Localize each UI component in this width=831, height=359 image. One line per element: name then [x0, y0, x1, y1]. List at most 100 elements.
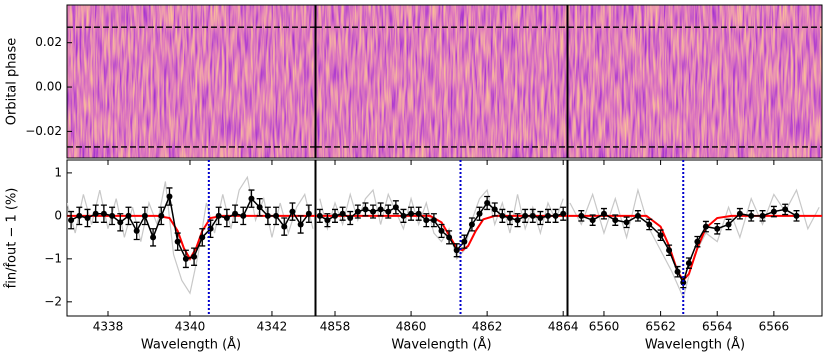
binned-point — [166, 193, 173, 200]
binned-point — [248, 195, 255, 202]
binned-point — [199, 234, 206, 241]
binned-point — [694, 238, 701, 245]
binned-point — [297, 221, 304, 228]
binned-point — [666, 247, 673, 254]
x-axis-label: Wavelength (Å) — [391, 337, 491, 353]
binned-point — [759, 212, 766, 219]
binned-point — [316, 212, 323, 219]
y-axis-label: f̂in/f̂out − 1 (%) — [4, 188, 19, 289]
heatmap-frame — [66, 4, 316, 159]
x-tick-label: 4864 — [548, 320, 579, 334]
binned-point — [725, 221, 732, 228]
binned-point — [125, 212, 132, 219]
heatmap-frame — [315, 4, 568, 159]
binned-point — [529, 212, 536, 219]
binned-point — [714, 225, 721, 232]
series-line — [67, 214, 315, 261]
binned-point — [491, 206, 498, 213]
binned-point — [158, 212, 165, 219]
binned-point — [264, 212, 271, 219]
binned-point — [223, 215, 230, 222]
binned-point — [748, 212, 755, 219]
y-tick-label: 0 — [54, 208, 62, 222]
binned-point — [273, 212, 280, 219]
binned-point — [623, 219, 630, 226]
binned-point — [117, 219, 124, 226]
binned-point — [646, 221, 653, 228]
heatmap — [67, 5, 315, 158]
binned-point — [453, 247, 460, 254]
binned-point — [415, 210, 422, 217]
binned-point — [84, 215, 91, 222]
binned-point — [289, 208, 296, 215]
y-tick-label: −1 — [44, 251, 62, 265]
binned-point — [182, 255, 189, 262]
x-tick-label: 4342 — [257, 320, 288, 334]
binned-point — [702, 223, 709, 230]
binned-point — [685, 260, 692, 267]
binned-point — [141, 212, 148, 219]
binned-point — [578, 212, 585, 219]
binned-point — [324, 217, 331, 224]
binned-point — [612, 217, 619, 224]
x-tick-label: 6562 — [645, 320, 676, 334]
heatmap — [568, 5, 822, 158]
binned-point — [92, 210, 99, 217]
binned-point — [191, 253, 198, 260]
plot-area — [568, 187, 822, 300]
phase-tick-label: −0.02 — [25, 124, 62, 138]
phase-axis-label: Orbital phase — [5, 38, 20, 125]
plot-frame — [66, 159, 316, 317]
binned-point — [446, 234, 453, 241]
binned-point — [461, 238, 468, 245]
binned-point — [215, 212, 222, 219]
binned-point — [552, 212, 559, 219]
binned-point — [240, 212, 247, 219]
x-tick-label: 4860 — [396, 320, 427, 334]
binned-point — [207, 225, 214, 232]
binned-point — [305, 210, 312, 217]
binned-point — [770, 208, 777, 215]
x-tick-label: 4338 — [93, 320, 124, 334]
plot-frame — [567, 159, 823, 317]
x-tick-label: 6560 — [589, 320, 620, 334]
binned-point — [150, 234, 157, 241]
binned-point — [522, 212, 529, 219]
binned-point — [484, 199, 491, 206]
binned-point — [370, 208, 377, 215]
binned-point — [476, 210, 483, 217]
binned-point — [362, 206, 369, 213]
binned-point — [347, 215, 354, 222]
binned-point — [537, 215, 544, 222]
binned-point — [400, 212, 407, 219]
binned-point — [385, 208, 392, 215]
phase-tick-label: 0.00 — [35, 80, 62, 94]
binned-point — [680, 279, 687, 286]
binned-point — [281, 223, 288, 230]
binned-point — [100, 210, 107, 217]
binned-point — [256, 204, 263, 211]
binned-point — [468, 221, 475, 228]
binned-point — [560, 210, 567, 217]
binned-point — [339, 210, 346, 217]
phase-tick-label: 0.02 — [35, 35, 62, 49]
series-line — [67, 175, 314, 295]
plot-area — [316, 188, 567, 261]
y-tick-label: −2 — [44, 294, 62, 308]
binned-point — [109, 212, 116, 219]
binned-point — [354, 208, 361, 215]
binned-point — [174, 238, 181, 245]
binned-point — [674, 268, 681, 275]
binned-line — [581, 208, 797, 285]
binned-point — [736, 210, 743, 217]
binned-point — [506, 215, 513, 222]
x-tick-label: 4862 — [472, 320, 503, 334]
binned-point — [782, 206, 789, 213]
binned-point — [377, 206, 384, 213]
binned-point — [232, 210, 239, 217]
binned-point — [408, 210, 415, 217]
x-axis-label: Wavelength (Å) — [645, 337, 745, 353]
series-line — [316, 214, 567, 252]
binned-point — [657, 232, 664, 239]
